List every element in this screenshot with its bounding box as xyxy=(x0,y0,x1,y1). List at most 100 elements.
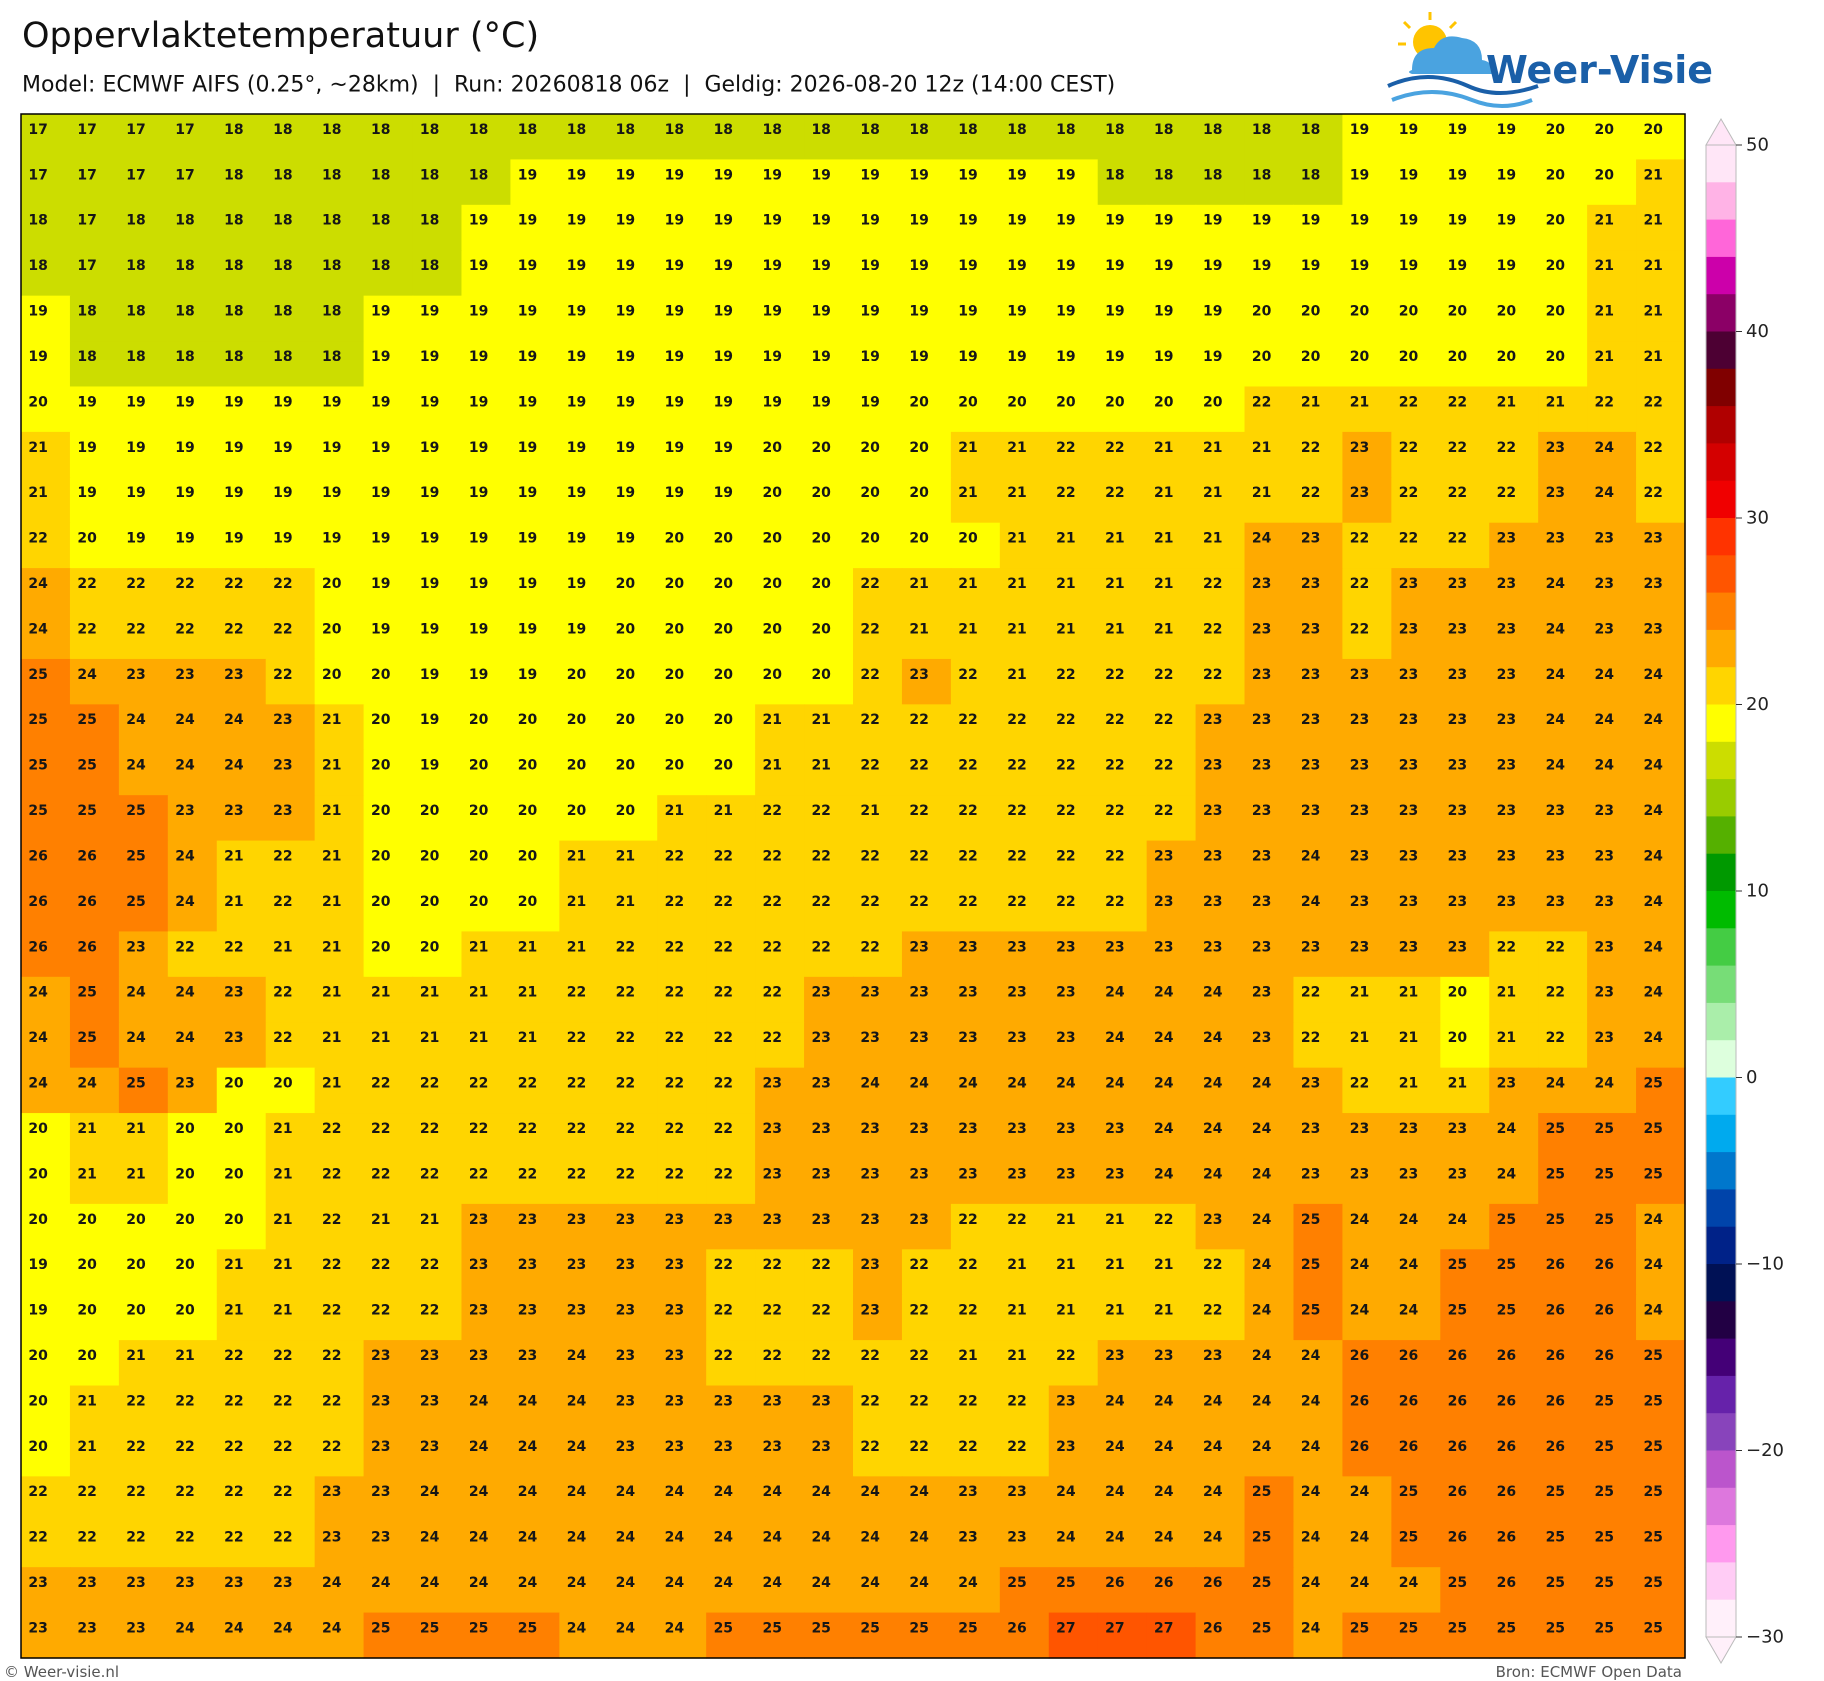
temperature-cell xyxy=(510,658,560,705)
temperature-label: 22 xyxy=(322,1212,341,1228)
temperature-cell xyxy=(21,704,71,751)
temperature-label: 23 xyxy=(1448,1121,1467,1137)
temperature-label: 24 xyxy=(616,1575,636,1591)
temperature-label: 23 xyxy=(616,1439,635,1455)
temperature-cell xyxy=(1440,795,1490,842)
temperature-label: 20 xyxy=(371,712,391,728)
temperature-label: 18 xyxy=(1105,167,1124,183)
temperature-label: 26 xyxy=(1203,1575,1222,1591)
temperature-label: 24 xyxy=(1105,1439,1125,1455)
temperature-label: 26 xyxy=(1448,1439,1467,1455)
temperature-cell xyxy=(1587,795,1637,842)
temperature-label: 25 xyxy=(1301,1212,1320,1228)
temperature-label: 19 xyxy=(1007,349,1026,365)
temperature-cell xyxy=(510,114,560,161)
temperature-label: 19 xyxy=(1252,258,1271,274)
temperature-label: 20 xyxy=(28,394,48,410)
temperature-cell xyxy=(559,613,609,660)
temperature-label: 26 xyxy=(1546,1393,1565,1409)
temperature-label: 19 xyxy=(860,304,879,320)
temperature-label: 24 xyxy=(616,1484,636,1500)
temperature-label: 18 xyxy=(371,122,390,138)
temperature-label: 22 xyxy=(518,1121,537,1137)
temperature-label: 20 xyxy=(371,667,391,683)
temperature-label: 22 xyxy=(469,1166,488,1182)
temperature-label: 18 xyxy=(273,213,292,229)
temperature-cell xyxy=(1342,250,1392,297)
temperature-label: 19 xyxy=(322,394,341,410)
temperature-cell xyxy=(1146,568,1197,615)
temperature-label: 24 xyxy=(28,1076,48,1092)
colorbar-segment xyxy=(1706,256,1736,295)
temperature-label: 24 xyxy=(909,1530,929,1546)
temperature-label: 24 xyxy=(518,1439,538,1455)
temperature-label: 19 xyxy=(958,258,977,274)
temperature-label: 22 xyxy=(126,621,145,637)
temperature-cell xyxy=(1293,250,1344,297)
temperature-label: 24 xyxy=(1301,848,1321,864)
temperature-label: 17 xyxy=(77,213,96,229)
temperature-label: 26 xyxy=(1546,1439,1565,1455)
temperature-cell xyxy=(657,568,707,615)
temperature-cell xyxy=(1538,114,1588,161)
temperature-cell xyxy=(21,431,71,478)
temperature-label: 19 xyxy=(860,394,879,410)
temperature-cell xyxy=(118,204,169,251)
temperature-label: 20 xyxy=(469,712,489,728)
temperature-cell xyxy=(608,114,658,161)
temperature-label: 26 xyxy=(1595,1348,1614,1364)
temperature-label: 22 xyxy=(714,1166,733,1182)
temperature-cell xyxy=(21,749,71,796)
temperature-cell xyxy=(1195,386,1246,433)
temperature-cell xyxy=(1342,477,1392,524)
temperature-label: 22 xyxy=(224,1439,243,1455)
temperature-label: 23 xyxy=(860,1303,879,1319)
temperature-label: 24 xyxy=(28,576,48,592)
temperature-cell xyxy=(706,204,756,251)
temperature-cell xyxy=(1489,613,1539,660)
temperature-cell xyxy=(1244,114,1295,161)
temperature-label: 21 xyxy=(1056,1303,1075,1319)
temperature-cell xyxy=(1146,795,1197,842)
temperature-label: 22 xyxy=(126,1393,145,1409)
temperature-cell xyxy=(314,613,365,660)
temperature-cell xyxy=(21,250,71,297)
temperature-label: 19 xyxy=(567,531,586,547)
temperature-label: 21 xyxy=(322,985,341,1001)
temperature-label: 23 xyxy=(714,1393,733,1409)
temperature-label: 24 xyxy=(1399,1257,1419,1273)
temperature-cell xyxy=(1146,159,1197,206)
temperature-label: 25 xyxy=(1497,1620,1516,1636)
temperature-label: 22 xyxy=(371,1166,390,1182)
temperature-cell xyxy=(1244,840,1295,887)
temperature-label: 21 xyxy=(1105,1303,1124,1319)
colorbar-segment xyxy=(1706,331,1736,370)
temperature-label: 23 xyxy=(1595,894,1614,910)
temperature-cell xyxy=(216,204,267,251)
colorbar-segment xyxy=(1706,1450,1736,1489)
temperature-label: 18 xyxy=(224,213,243,229)
temperature-cell xyxy=(901,386,952,433)
temperature-cell xyxy=(69,341,120,388)
temperature-label: 24 xyxy=(1595,440,1615,456)
temperature-label: 21 xyxy=(1643,304,1662,320)
temperature-label: 21 xyxy=(811,758,830,774)
temperature-label: 21 xyxy=(1007,1348,1026,1364)
temperature-cell xyxy=(461,795,512,842)
temperature-label: 21 xyxy=(1252,440,1271,456)
temperature-label: 23 xyxy=(1546,848,1565,864)
temperature-cell xyxy=(1636,704,1686,751)
temperature-label: 22 xyxy=(1448,485,1467,501)
temperature-label: 21 xyxy=(1154,576,1173,592)
temperature-cell xyxy=(265,250,316,297)
temperature-label: 19 xyxy=(1203,349,1222,365)
temperature-label: 21 xyxy=(322,894,341,910)
temperature-cell xyxy=(1048,522,1099,569)
temperature-label: 20 xyxy=(1448,349,1468,365)
temperature-label: 19 xyxy=(322,485,341,501)
temperature-label: 19 xyxy=(1007,304,1026,320)
temperature-label: 24 xyxy=(763,1530,783,1546)
temperature-cell xyxy=(950,658,1001,705)
temperature-label: 23 xyxy=(1643,531,1662,547)
temperature-label: 18 xyxy=(224,167,243,183)
